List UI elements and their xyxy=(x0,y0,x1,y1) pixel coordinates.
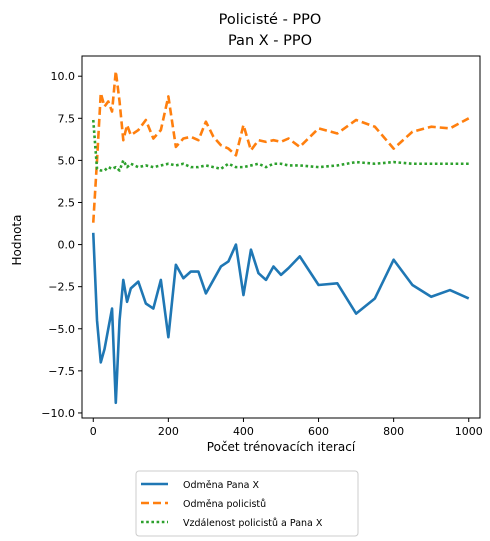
axes-layer: 0 200 400 600 800 1000 −10.0 −7.5 −5.0 −2.5 0.0 2.5… xyxy=(41,55,483,438)
x-tick-label: 1000 xyxy=(455,425,483,438)
legend-label-odmena-policistu: Odměna policistů xyxy=(183,499,266,510)
x-tick-label: 200 xyxy=(158,425,179,438)
y-tick-label: −7.5 xyxy=(48,365,75,378)
chart-title-line-1: Policisté - PPO xyxy=(219,12,322,28)
x-tick-label: 800 xyxy=(383,425,404,438)
x-tick-label: 600 xyxy=(308,425,329,438)
plot-area xyxy=(82,56,480,418)
series-layer xyxy=(91,69,470,405)
series-line-3 xyxy=(91,119,469,172)
x-axis-label: Počet trénovacích iterací xyxy=(207,440,356,454)
plot-background xyxy=(82,56,480,418)
y-tick-label: 2.5 xyxy=(58,196,76,209)
x-tick-label: 0 xyxy=(90,425,97,438)
axes-frame xyxy=(81,55,481,419)
y-tick-label: 5.0 xyxy=(58,154,76,167)
y-axis-label: Hodnota xyxy=(10,215,24,266)
legend-label-vzdalenost: Vzdálenost policistů a Pana X xyxy=(183,518,323,529)
y-tick-label: 7.5 xyxy=(58,112,76,125)
y-tick-label: 0.0 xyxy=(58,239,76,252)
y-tick-label: −5.0 xyxy=(48,323,75,336)
legend-label-odmena-pana-x: Odměna Pana X xyxy=(183,480,259,491)
y-tick-label: −10.0 xyxy=(41,407,75,420)
x-tick-label: 400 xyxy=(233,425,254,438)
y-tick-label: −2.5 xyxy=(48,281,75,294)
legend-frame xyxy=(135,470,359,537)
chart-title-line-2: Pan X - PPO xyxy=(228,33,312,49)
series-line-1 xyxy=(91,232,470,405)
y-tick-label: 10.0 xyxy=(51,70,76,83)
legend: Odměna Pana X Odměna policistů Vzdálenos… xyxy=(135,470,359,537)
